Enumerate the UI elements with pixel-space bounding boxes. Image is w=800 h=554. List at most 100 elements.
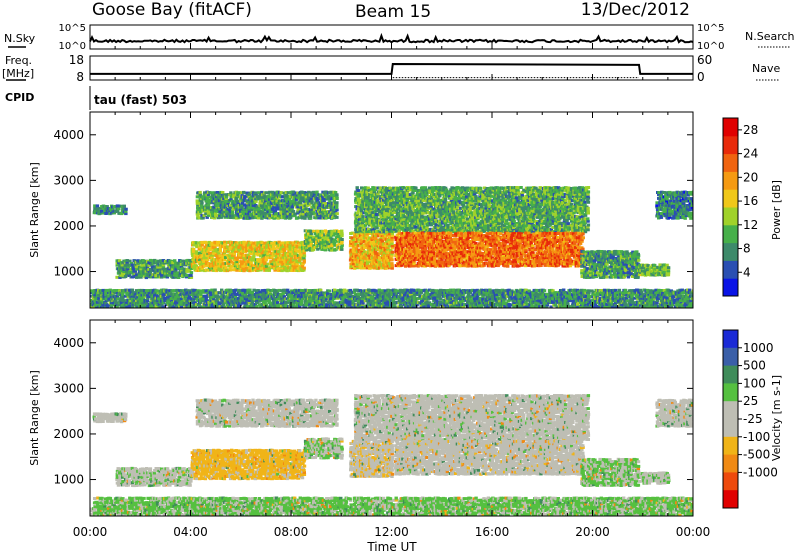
echo-cell	[329, 210, 334, 214]
echo-cell	[283, 195, 288, 199]
echo-cell	[531, 216, 536, 219]
echo-cell	[358, 215, 362, 219]
echo-cell	[258, 206, 263, 210]
echo-cell	[481, 192, 485, 196]
echo-cell	[379, 196, 383, 200]
echo-cell	[515, 230, 519, 233]
echo-cell	[432, 202, 436, 206]
echo-cell	[225, 212, 229, 216]
echo-cell	[268, 195, 272, 199]
echo-cell	[291, 252, 295, 256]
echo-cell	[388, 203, 393, 207]
echo-cell	[314, 216, 318, 220]
echo-cell	[189, 261, 193, 265]
echo-cell	[369, 239, 373, 243]
echo-cell	[165, 275, 170, 279]
echo-cell	[539, 186, 544, 190]
echo-cell	[248, 243, 252, 247]
echo-cell	[113, 210, 118, 213]
echo-cell	[492, 195, 496, 199]
echo-cell	[482, 211, 487, 215]
echo-cell	[214, 197, 218, 201]
echo-cell	[331, 208, 335, 212]
echo-cell	[538, 215, 542, 219]
echo-cell	[179, 265, 184, 268]
echo-cell	[383, 234, 388, 238]
echo-cell	[120, 272, 125, 275]
echo-cell	[354, 252, 359, 255]
echo-cell	[484, 206, 488, 210]
echo-cell	[355, 213, 359, 217]
echo-cell	[489, 209, 494, 213]
echo-cell	[437, 207, 442, 211]
echo-cell	[203, 256, 207, 260]
echo-cell	[213, 251, 217, 255]
echo-cell	[223, 258, 227, 262]
echo-cell	[363, 223, 368, 227]
echo-cell	[432, 194, 436, 198]
echo-cell	[307, 209, 311, 213]
nsearch-label: N.Search	[745, 30, 795, 43]
echo-cell	[260, 251, 264, 255]
echo-cell	[408, 205, 412, 209]
echo-cell	[479, 222, 484, 225]
echo-cell	[423, 221, 428, 225]
echo-cell	[384, 230, 389, 234]
echo-cell	[182, 271, 187, 275]
echo-cell	[289, 249, 293, 253]
echo-cell	[487, 194, 491, 198]
echo-cell	[312, 235, 316, 239]
echo-cell	[122, 207, 126, 211]
echo-cell	[239, 256, 243, 260]
echo-cell	[382, 234, 386, 238]
echo-cell	[479, 224, 484, 227]
echo-cell	[304, 207, 308, 211]
echo-cell	[371, 258, 375, 262]
echo-cell	[452, 201, 456, 205]
echo-cell	[309, 196, 314, 200]
echo-cell	[247, 206, 252, 210]
echo-cell	[272, 205, 276, 209]
echo-cell	[235, 262, 240, 266]
echo-cell	[380, 211, 384, 215]
echo-cell	[198, 193, 202, 197]
echo-cell	[393, 211, 397, 214]
echo-cell	[288, 245, 292, 249]
echo-cell	[333, 214, 337, 218]
echo-cell	[281, 262, 285, 266]
echo-cell	[279, 191, 283, 195]
echo-cell	[526, 188, 530, 192]
echo-cell	[259, 266, 263, 270]
echo-cell	[150, 265, 155, 269]
echo-cell	[372, 266, 377, 270]
echo-cell	[217, 251, 221, 255]
echo-cell	[148, 271, 153, 275]
echo-cell	[123, 267, 128, 271]
echo-cell	[477, 230, 481, 234]
echo-cell	[316, 214, 321, 218]
echo-cell	[136, 263, 140, 267]
echo-cell	[123, 261, 128, 265]
echo-cell	[122, 204, 126, 208]
echo-cell	[337, 233, 341, 237]
echo-cell	[325, 190, 329, 194]
echo-cell	[528, 211, 533, 215]
echo-cell	[370, 205, 375, 209]
echo-cell	[315, 190, 319, 194]
echo-cell	[439, 208, 443, 212]
echo-cell	[315, 240, 319, 244]
echo-cell	[260, 247, 264, 251]
echo-cell	[203, 245, 207, 249]
echo-cell	[378, 202, 382, 206]
echo-cell	[322, 208, 327, 212]
echo-cell	[421, 196, 425, 200]
echo-cell	[355, 215, 359, 218]
echo-cell	[299, 261, 303, 265]
echo-cell	[335, 208, 339, 212]
echo-cell	[399, 205, 403, 209]
echo-cell	[363, 207, 368, 211]
echo-cell	[264, 191, 268, 195]
echo-cell	[521, 217, 526, 221]
echo-cell	[220, 268, 224, 272]
echo-cell	[357, 189, 361, 193]
